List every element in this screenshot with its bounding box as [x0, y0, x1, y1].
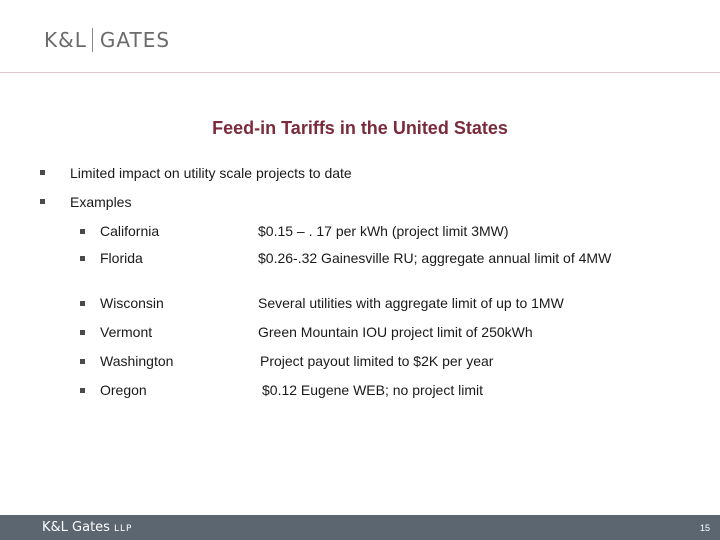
logo-left-text: K&L [44, 28, 87, 52]
page-number: 15 [699, 523, 710, 533]
detail-washington: Project payout limited to $2K per year [260, 353, 494, 369]
detail-wisconsin: Several utilities with aggregate limit o… [258, 295, 564, 311]
header-rule [0, 72, 720, 73]
detail-oregon: $0.12 Eugene WEB; no project limit [262, 382, 484, 398]
detail-florida: $0.26-.32 Gainesville RU; aggregate annu… [258, 250, 612, 266]
sub-bullet-marker [80, 330, 85, 335]
footer-brand-suffix: LLP [113, 524, 133, 534]
logo-divider [91, 28, 93, 52]
logo-right-text: GATES [99, 28, 171, 52]
kl-gates-logo: K&L GATES [44, 28, 170, 52]
sub-bullet-marker [80, 229, 85, 234]
footer-bar: K&L Gates LLP 15 [0, 515, 720, 540]
sub-bullet-marker [80, 256, 85, 261]
state-wisconsin: Wisconsin [100, 295, 164, 311]
sub-bullet-marker [80, 301, 85, 306]
footer-brand-name: K&L Gates [42, 520, 110, 535]
bullet-marker [40, 170, 45, 175]
bullet-limited-impact: Limited impact on utility scale projects… [70, 165, 352, 181]
state-oregon: Oregon [100, 382, 147, 398]
slide-title: Feed-in Tariffs in the United States [212, 118, 508, 138]
state-washington: Washington [100, 353, 174, 369]
state-florida: Florida [100, 250, 143, 266]
state-vermont: Vermont [100, 324, 153, 340]
bullet-marker [40, 199, 45, 204]
sub-bullet-marker [80, 359, 85, 364]
footer-brand: K&L Gates LLP [42, 520, 132, 535]
detail-vermont: Green Mountain IOU project limit of 250k… [258, 324, 533, 340]
sub-bullet-marker [80, 388, 85, 393]
detail-california: $0.15 – . 17 per kWh (project limit 3MW) [258, 223, 509, 239]
state-california: California [100, 223, 160, 239]
bullet-examples: Examples [70, 194, 132, 210]
